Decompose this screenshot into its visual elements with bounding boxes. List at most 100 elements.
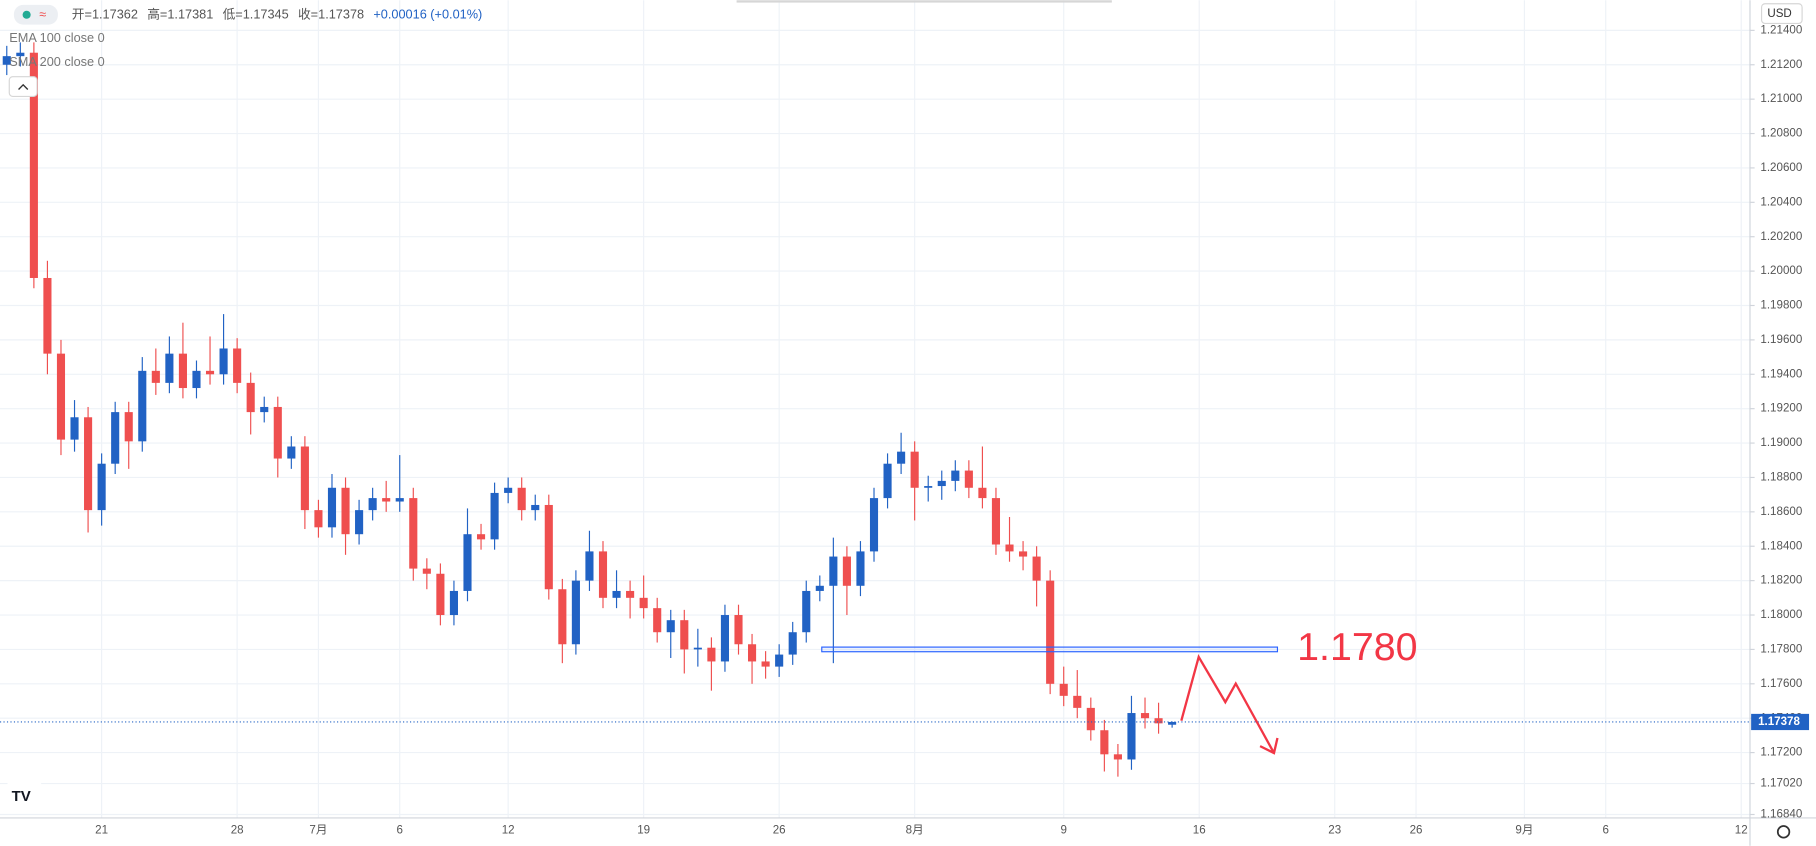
candle-body — [504, 487, 513, 493]
legend-value: 收=1.17378 — [298, 7, 364, 22]
candle-body — [260, 406, 269, 413]
x-tick-label: 26 — [773, 825, 786, 837]
y-tick-label: 1.19200 — [1760, 403, 1802, 415]
candle-body — [409, 498, 418, 569]
candle-body — [111, 412, 120, 464]
level-label: 1.1780 — [1297, 625, 1417, 669]
ohlc-legend: 开=1.17362 高=1.17381 低=1.17345 收=1.17378 +0.0… — [72, 7, 482, 22]
candle-body — [937, 480, 946, 487]
candle-body — [1005, 544, 1014, 552]
last-price-label: 1.17378 — [1758, 716, 1800, 728]
axis-labels: 1.21400 1.21200 1.21000 1.20800 1.20600 1.204… — [95, 24, 1802, 836]
candle-body — [1019, 551, 1028, 557]
legend-value: 低=1.17345 — [223, 7, 289, 22]
collapse-icon — [18, 83, 29, 90]
y-tick-label: 1.17800 — [1760, 643, 1802, 655]
candle-body — [612, 590, 621, 598]
candle-body — [991, 498, 1001, 545]
candle-body — [395, 498, 404, 502]
candle-body — [544, 504, 553, 590]
candle-body — [802, 590, 811, 633]
candle-body — [1154, 718, 1163, 724]
y-tick-label: 1.21400 — [1760, 24, 1802, 36]
candle-body — [97, 463, 106, 511]
y-tick-label: 1.19600 — [1760, 334, 1802, 346]
candle-body — [70, 417, 79, 440]
candle-body — [693, 647, 702, 650]
y-tick-label: 1.18600 — [1760, 506, 1802, 518]
legend-value: 高=1.17381 — [147, 7, 213, 22]
collapse-button[interactable] — [8, 76, 38, 97]
candle-body — [341, 487, 350, 535]
candle-body — [585, 551, 594, 581]
candle-body — [165, 353, 174, 383]
candle-body — [314, 510, 323, 528]
y-tick-label: 1.20600 — [1760, 162, 1802, 174]
header: ≈ 开=1.17362 高=1.17381 低=1.17345 收=1.17378 +0… — [8, 4, 482, 97]
candle-body — [422, 568, 431, 574]
candle-body — [1168, 721, 1177, 725]
candle-body — [1059, 683, 1068, 696]
candle-body — [531, 504, 540, 511]
y-tick-label: 1.18000 — [1760, 609, 1802, 621]
candle-body — [151, 370, 160, 383]
drawings: 1.1780 — [821, 625, 1418, 755]
candle-body — [1086, 707, 1095, 731]
currency-label: USD — [1767, 8, 1791, 20]
grid — [0, 0, 1750, 818]
candle-body — [747, 644, 757, 662]
candle-body — [720, 615, 730, 662]
settings-icon[interactable] — [1776, 825, 1791, 839]
x-tick-label: 9月 — [1515, 825, 1533, 837]
top-toolbar-edge — [736, 0, 1112, 3]
candle-body — [382, 498, 391, 502]
candle-body — [761, 661, 770, 667]
x-tick-label: 12 — [502, 825, 515, 837]
candle-body — [775, 654, 784, 667]
candle-body — [680, 620, 689, 650]
candle-body — [449, 590, 458, 616]
indicator-label: SMA 200 close 0 — [9, 54, 104, 69]
candle-body — [653, 608, 662, 633]
x-tick-label: 8月 — [906, 825, 924, 837]
candle-body — [2, 56, 11, 65]
indicator-label: EMA 100 close 0 — [9, 30, 104, 45]
y-tick-label: 1.20200 — [1760, 231, 1802, 243]
candle-body — [978, 487, 987, 499]
y-tick-label: 1.16840 — [1760, 809, 1802, 821]
candle-body — [368, 498, 377, 511]
legend-value: +0.00016 (+0.01%) — [373, 7, 482, 22]
candle-body — [815, 585, 824, 591]
candle-body — [246, 382, 255, 413]
candle-body — [869, 498, 879, 552]
candle-body — [571, 580, 580, 645]
level-zone — [821, 646, 1279, 653]
candle-body — [897, 451, 906, 464]
y-tick-label: 1.20400 — [1760, 196, 1802, 208]
candle-body — [558, 589, 567, 645]
candle-body — [1100, 730, 1109, 755]
y-tick-label: 1.21200 — [1760, 59, 1802, 71]
logo-mark: TV — [12, 788, 31, 805]
candle-body — [964, 470, 973, 488]
x-tick-label: 19 — [637, 825, 650, 837]
candle-body — [1113, 754, 1122, 760]
candle-body — [1140, 713, 1150, 719]
candle-body — [16, 52, 25, 57]
candle-body — [734, 615, 743, 645]
candle-body — [43, 277, 52, 354]
y-tick-label: 1.17600 — [1760, 678, 1802, 690]
projection-arrow — [1180, 653, 1275, 754]
candle-body — [707, 647, 716, 662]
candle-body — [490, 492, 499, 540]
legend-value: 开=1.17362 — [72, 7, 138, 22]
candle-body — [639, 597, 648, 609]
candle-body — [1127, 713, 1136, 760]
candle-body — [1073, 695, 1082, 708]
y-tick-label: 1.18400 — [1760, 540, 1802, 552]
candle-body — [842, 556, 851, 586]
status-dot — [22, 10, 31, 19]
currency-button[interactable] — [1760, 3, 1803, 25]
candle-body — [327, 487, 337, 528]
price-axis — [1749, 0, 1816, 846]
